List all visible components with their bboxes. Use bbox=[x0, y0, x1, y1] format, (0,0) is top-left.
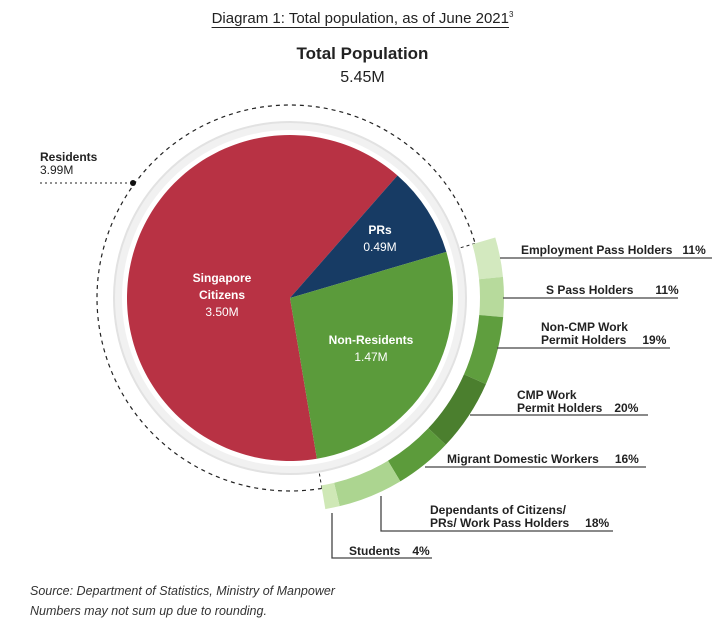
label-cmp: CMP Work Permit Holders 20% bbox=[517, 389, 638, 415]
ring-segment-1 bbox=[479, 276, 504, 318]
inner-label-prs: PRs 0.49M bbox=[363, 222, 396, 256]
citizens-line1: Singapore bbox=[192, 271, 252, 285]
label-dependants: Dependants of Citizens/PRs/ Work Pass Ho… bbox=[430, 504, 609, 530]
ring-segment-4 bbox=[387, 428, 446, 482]
label-pct: 18% bbox=[585, 516, 610, 530]
residents-leader-dot bbox=[130, 180, 136, 186]
rounding-note: Numbers may not sum up due to rounding. bbox=[30, 604, 267, 618]
label-text: PRs/ Work Pass Holders bbox=[430, 516, 570, 530]
residents-label: Residents 3.99M bbox=[40, 151, 97, 177]
ring-segment-0 bbox=[472, 237, 503, 280]
residents-value: 3.99M bbox=[40, 163, 74, 177]
label-text: Permit Holders bbox=[517, 401, 603, 415]
label-text: Migrant Domestic Workers bbox=[447, 452, 599, 466]
label-migrant-domestic: Migrant Domestic Workers 16% bbox=[447, 453, 639, 466]
pie-slice-prs bbox=[290, 175, 447, 298]
title-text: Diagram 1: Total population, as of June … bbox=[211, 10, 509, 27]
inner-label-non-residents: Non-Residents 1.47M bbox=[329, 332, 414, 366]
leader-line-5 bbox=[380, 496, 613, 532]
label-pct: 11% bbox=[682, 243, 706, 257]
label-text: Employment Pass Holders bbox=[521, 243, 673, 257]
source-note: Source: Department of Statistics, Minist… bbox=[30, 584, 335, 598]
label-text: Non-CMP Work bbox=[541, 320, 628, 334]
title-footnote: 3 bbox=[508, 10, 514, 19]
total-value: 5.45M bbox=[340, 69, 385, 86]
prs-value: 0.49M bbox=[363, 240, 397, 254]
inner-label-citizens: Singapore Citizens 3.50M bbox=[193, 270, 252, 321]
label-pct: 4% bbox=[412, 544, 430, 558]
label-employment-pass: Employment Pass Holders 11% bbox=[521, 244, 706, 257]
residents-title: Residents bbox=[40, 150, 98, 164]
label-text: Dependants of Citizens/ bbox=[430, 503, 567, 517]
label-students: Students 4% bbox=[349, 545, 430, 558]
label-text: CMP Work bbox=[517, 388, 577, 402]
label-text: S Pass Holders bbox=[546, 283, 634, 297]
non-residents-value: 1.47M bbox=[354, 350, 388, 364]
label-pct: 16% bbox=[614, 452, 639, 466]
citizens-line2: Citizens bbox=[198, 288, 245, 302]
ring-segment-3 bbox=[428, 374, 486, 445]
prs-label: PRs bbox=[368, 223, 392, 237]
label-s-pass: S Pass Holders 11% bbox=[546, 284, 679, 297]
non-residents-label: Non-Residents bbox=[328, 333, 414, 347]
residents-dashed-arc bbox=[96, 104, 476, 492]
ring-segment-5 bbox=[334, 460, 401, 507]
label-pct: 11% bbox=[655, 283, 679, 297]
label-text: Permit Holders bbox=[541, 333, 627, 347]
ring-segment-2 bbox=[463, 314, 504, 385]
citizens-value: 3.50M bbox=[205, 305, 239, 319]
leader-line-6 bbox=[331, 513, 432, 559]
label-pct: 20% bbox=[614, 401, 639, 415]
label-text: Students bbox=[349, 544, 401, 558]
label-non-cmp: Non-CMP Work Permit Holders 19% bbox=[541, 321, 666, 347]
pie-slice-singapore-citizens bbox=[126, 134, 398, 462]
diagram-title: Diagram 1: Total population, as of June … bbox=[0, 10, 725, 27]
ring-segment-6 bbox=[321, 482, 340, 510]
total-label: Total Population bbox=[296, 44, 429, 63]
label-pct: 19% bbox=[642, 333, 667, 347]
pie-slice-non-residents bbox=[290, 251, 453, 459]
